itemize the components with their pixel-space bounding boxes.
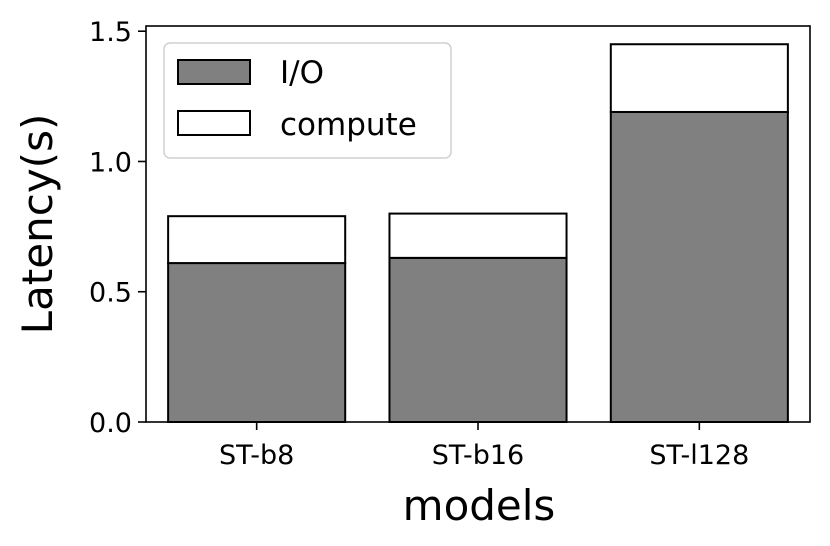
legend-swatch-io [177,59,251,85]
bar-ST-l128-I/O [609,110,789,423]
y-tick-label: 1.0 [89,147,132,178]
bar-ST-b16-compute [388,212,568,259]
legend-label-io: I/O [280,55,324,91]
y-tick-label: 0.0 [89,408,132,439]
x-tick-label: ST-b16 [432,440,524,471]
legend-swatch-compute [177,110,251,136]
y-tick-label: 1.5 [89,17,132,48]
bars-layer [167,43,789,423]
y-axis-title: Latency(s) [13,114,62,335]
y-axis: 0.0 0.5 1.0 1.5 [89,17,146,439]
bar-ST-b8-compute [167,215,347,265]
x-axis: ST-b8 ST-b16 ST-l128 [219,422,749,471]
bar-ST-b8-I/O [167,262,347,423]
plot-frame [145,25,811,423]
y-tick-label: 0.5 [89,278,132,309]
x-tick-label: ST-b8 [219,440,294,471]
legend: I/O compute [163,42,452,159]
bar-ST-b16-I/O [388,256,568,423]
bar-ST-l128-compute [609,43,789,113]
x-tick-label: ST-l128 [649,440,749,471]
x-axis-title: models [403,481,556,530]
legend-label-compute: compute [280,107,417,143]
